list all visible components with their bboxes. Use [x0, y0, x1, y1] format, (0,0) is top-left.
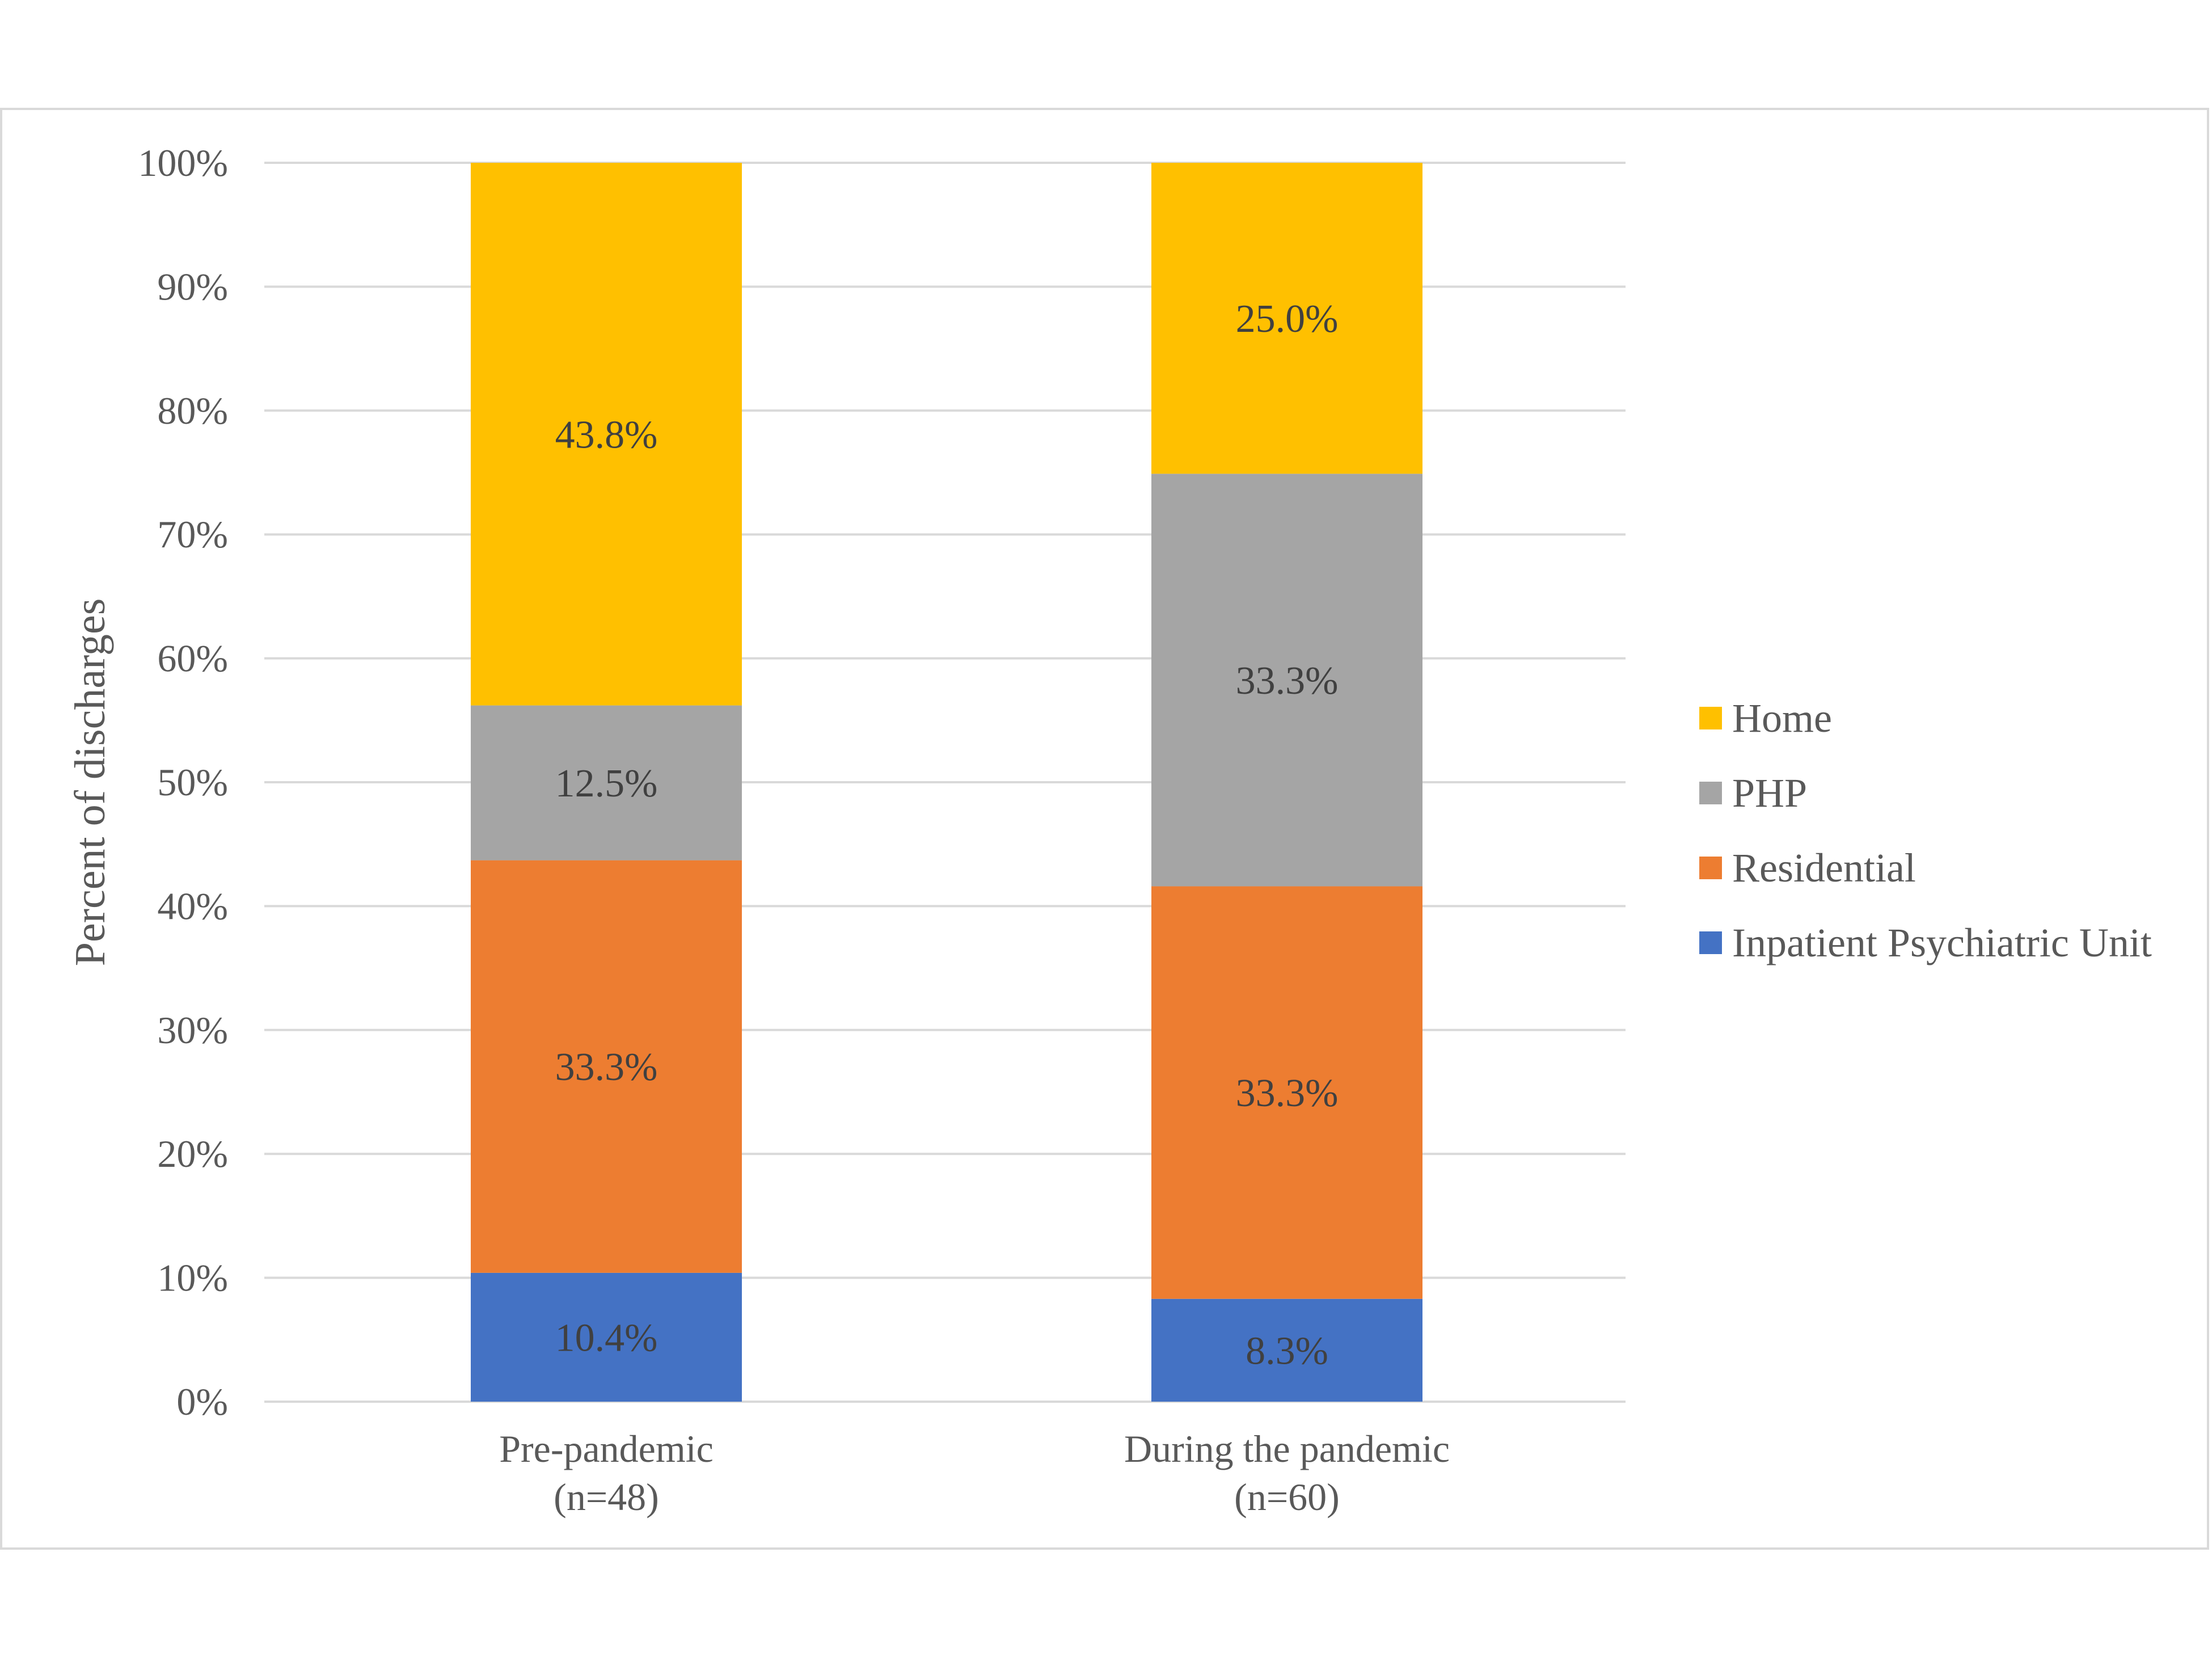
legend-swatch	[1699, 707, 1722, 729]
data-label: 33.3%	[1236, 659, 1339, 703]
data-label: 10.4%	[555, 1316, 658, 1360]
y-tick-label: 80%	[157, 389, 228, 432]
bar-segment	[471, 1272, 742, 1402]
bars	[471, 163, 1422, 1402]
y-tick-label: 90%	[157, 265, 228, 308]
data-label: 25.0%	[1236, 297, 1339, 341]
bar-segment	[471, 860, 742, 1273]
legend-swatch	[1699, 931, 1722, 954]
data-label: 8.3%	[1246, 1329, 1328, 1373]
y-tick-label: 40%	[157, 884, 228, 927]
data-label: 33.3%	[555, 1045, 658, 1089]
legend-label: PHP	[1732, 770, 1807, 816]
category-label: (n=60)	[1234, 1475, 1340, 1519]
data-label: 43.8%	[555, 413, 658, 457]
legend-label: Home	[1732, 695, 1832, 741]
chart-frame: 0% 10% 20% 30% 40% 50% 60% 70% 80% 90% 100% 10.4% 3…	[0, 108, 2209, 1550]
legend-swatch	[1699, 782, 1722, 804]
category-label: (n=48)	[554, 1475, 659, 1519]
y-axis-title: Percent of discharges	[66, 598, 114, 967]
bar-segment	[1151, 474, 1422, 887]
bar-segment	[471, 163, 742, 706]
data-label: 33.3%	[1236, 1072, 1339, 1115]
y-tick-label: 30%	[157, 1009, 228, 1052]
y-tick-label: 0%	[176, 1380, 228, 1423]
y-tick-label: 70%	[157, 513, 228, 556]
legend: Home PHP Residential Inpatient Psychiatric …	[1699, 695, 2152, 965]
legend-label: Residential	[1732, 845, 1916, 891]
y-tick-label: 20%	[157, 1132, 228, 1175]
legend-swatch	[1699, 857, 1722, 879]
bar-segment	[1151, 886, 1422, 1299]
data-label: 12.5%	[555, 762, 658, 805]
stacked-bar-chart: 0% 10% 20% 30% 40% 50% 60% 70% 80% 90% 100% 10.4% 3…	[66, 141, 2152, 1519]
y-axis-ticks: 0% 10% 20% 30% 40% 50% 60% 70% 80% 90% 100%	[138, 141, 228, 1423]
x-axis-categories: Pre-pandemic (n=48) During the pandemic (n=…	[499, 1427, 1450, 1519]
data-labels: 10.4% 33.3% 12.5% 43.8% 8.3% 33.3% 33.3% 25.0%	[555, 297, 1339, 1373]
bar-segment	[471, 705, 742, 861]
bar-segment	[1151, 163, 1422, 474]
y-tick-label: 50%	[157, 761, 228, 804]
y-tick-label: 100%	[138, 141, 228, 184]
category-label: Pre-pandemic	[499, 1427, 714, 1470]
y-tick-label: 10%	[157, 1256, 228, 1300]
bar-segment	[1151, 1298, 1422, 1402]
category-label: During the pandemic	[1124, 1427, 1450, 1470]
legend-label: Inpatient Psychiatric Unit	[1732, 920, 2152, 965]
y-tick-label: 60%	[157, 637, 228, 680]
